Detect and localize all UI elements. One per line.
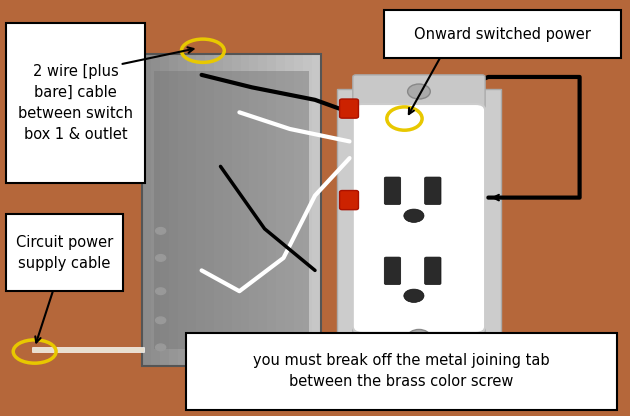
Bar xyxy=(241,54,249,366)
Circle shape xyxy=(156,255,166,261)
Bar xyxy=(154,71,309,349)
Bar xyxy=(258,54,267,366)
Bar xyxy=(249,54,258,366)
Bar xyxy=(294,54,303,366)
Bar xyxy=(151,54,160,366)
Bar xyxy=(337,89,501,347)
Bar xyxy=(142,54,151,366)
Circle shape xyxy=(404,289,424,302)
Bar xyxy=(285,54,294,366)
Circle shape xyxy=(404,209,424,223)
FancyBboxPatch shape xyxy=(353,75,485,108)
Text: Circuit power
supply cable: Circuit power supply cable xyxy=(16,235,113,271)
Text: 2 wire [plus
bare] cable
between switch
box 1 & outlet: 2 wire [plus bare] cable between switch … xyxy=(18,64,133,142)
FancyBboxPatch shape xyxy=(340,99,358,118)
Bar xyxy=(142,54,321,366)
Circle shape xyxy=(408,329,430,344)
Text: Onward switched power: Onward switched power xyxy=(414,27,591,42)
Circle shape xyxy=(156,344,166,351)
Bar xyxy=(178,54,186,366)
FancyBboxPatch shape xyxy=(384,177,401,205)
Circle shape xyxy=(408,84,430,99)
Bar xyxy=(312,54,321,366)
Text: you must break off the metal joining tab
between the brass color screw: you must break off the metal joining tab… xyxy=(253,353,550,389)
FancyBboxPatch shape xyxy=(340,191,358,210)
FancyBboxPatch shape xyxy=(186,333,617,410)
Circle shape xyxy=(156,228,166,234)
Bar xyxy=(214,54,222,366)
FancyBboxPatch shape xyxy=(340,338,358,357)
Bar xyxy=(232,54,241,366)
FancyBboxPatch shape xyxy=(425,257,441,285)
FancyBboxPatch shape xyxy=(425,177,441,205)
Bar xyxy=(222,54,232,366)
Circle shape xyxy=(156,317,166,324)
FancyBboxPatch shape xyxy=(6,23,145,183)
Bar xyxy=(304,54,312,366)
FancyBboxPatch shape xyxy=(384,10,621,58)
Bar xyxy=(277,54,285,366)
Circle shape xyxy=(156,288,166,295)
Bar xyxy=(205,54,214,366)
Bar xyxy=(160,54,169,366)
FancyBboxPatch shape xyxy=(353,320,485,354)
Bar xyxy=(267,54,277,366)
FancyBboxPatch shape xyxy=(6,214,123,291)
Bar xyxy=(195,54,205,366)
FancyBboxPatch shape xyxy=(353,104,485,333)
Bar xyxy=(186,54,195,366)
FancyBboxPatch shape xyxy=(384,257,401,285)
Bar xyxy=(169,54,178,366)
